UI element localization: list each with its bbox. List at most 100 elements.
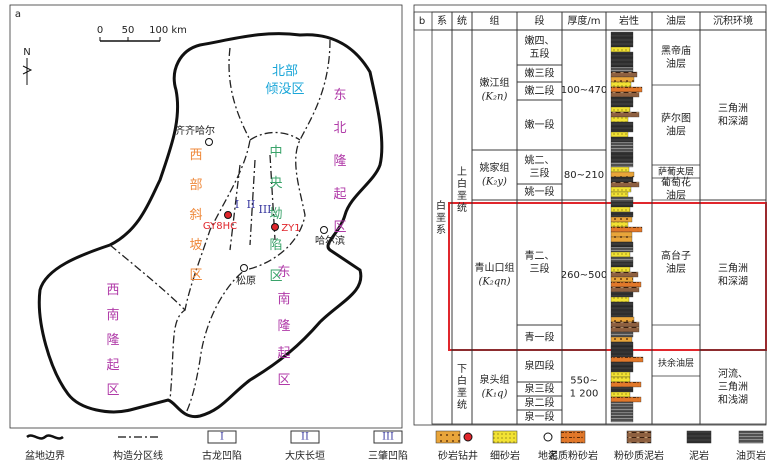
lithology-band bbox=[610, 336, 633, 343]
lithology-band bbox=[610, 271, 639, 278]
unit-label: II bbox=[247, 198, 256, 211]
lithology-band bbox=[610, 136, 634, 143]
lithology-band bbox=[610, 401, 634, 408]
header-cell: 沉积环境 bbox=[713, 14, 753, 27]
unit-label: III bbox=[258, 203, 271, 216]
lithology-band bbox=[610, 106, 631, 113]
lithology-band bbox=[610, 196, 634, 203]
lithology-band bbox=[610, 261, 634, 268]
formation-name: 青山口组 bbox=[475, 261, 515, 274]
lithology-band bbox=[610, 86, 643, 93]
lithology-band bbox=[610, 96, 634, 103]
member-cell: 泉一段 bbox=[525, 410, 555, 423]
lithology-band bbox=[610, 361, 634, 368]
header-cell: 组 bbox=[490, 14, 500, 27]
table-cell bbox=[516, 199, 563, 326]
well-marker bbox=[224, 211, 232, 219]
header-cell: 段 bbox=[535, 14, 545, 27]
legend-label: 地名 bbox=[538, 449, 558, 462]
lithology-band bbox=[610, 386, 634, 393]
legend-swatch bbox=[492, 430, 518, 444]
lithology-band bbox=[610, 256, 634, 263]
legend-swatch bbox=[560, 430, 586, 444]
legend-symbol: II bbox=[301, 432, 309, 443]
lithology-band bbox=[610, 356, 644, 363]
lithology-band bbox=[610, 306, 634, 313]
legend-label: 油页岩 bbox=[736, 449, 766, 462]
formation-name: 泉头组 bbox=[480, 373, 510, 386]
oil-layer-cell: 高台子油层 bbox=[661, 249, 691, 275]
lithology-band bbox=[610, 141, 634, 148]
legend-symbol: I bbox=[220, 432, 224, 443]
lithology-band bbox=[610, 91, 640, 98]
table-cell bbox=[471, 149, 518, 201]
legend-label: 粉砂质泥岩 bbox=[614, 449, 664, 462]
legend-label: 泥质粉砂岩 bbox=[548, 449, 598, 462]
thickness-cell: 100~470 bbox=[561, 85, 608, 96]
environment-cell: 三角洲和深湖 bbox=[718, 263, 748, 288]
series-cell: 下白垩统 bbox=[457, 364, 467, 411]
lithology-band bbox=[610, 286, 640, 293]
lithology-band bbox=[610, 206, 631, 213]
lithology-band bbox=[610, 121, 634, 128]
lithology-band bbox=[610, 391, 631, 398]
place-marker bbox=[320, 226, 328, 234]
legend-label: 三肇凹陷 bbox=[368, 449, 408, 462]
scale-label: 50 bbox=[122, 25, 135, 36]
lithology-band bbox=[610, 181, 640, 188]
panel-label: b bbox=[419, 16, 425, 27]
header-cell: 岩性 bbox=[619, 14, 639, 27]
table-cell bbox=[561, 349, 607, 425]
lithology-band bbox=[610, 186, 632, 193]
lithology-band bbox=[610, 341, 634, 348]
place-marker bbox=[205, 138, 213, 146]
legend-label: 盆地边界 bbox=[25, 449, 65, 462]
panel-label: a bbox=[15, 9, 21, 20]
region-label: 北部倾没区 bbox=[265, 64, 304, 97]
lithology-band bbox=[610, 61, 634, 68]
region-label: 东北隆起区 bbox=[333, 88, 346, 235]
place-label: 松原 bbox=[236, 274, 256, 287]
well-label: ZY1 bbox=[281, 223, 300, 234]
environment-cell: 三角洲和深湖 bbox=[718, 103, 748, 128]
thickness-cell: 550~ 1 200 bbox=[570, 376, 599, 400]
legend-swatch bbox=[738, 430, 764, 444]
formation-code: (K₂y) bbox=[482, 177, 507, 188]
lithology-band bbox=[610, 366, 634, 373]
lithology-band bbox=[610, 296, 630, 303]
legend-swatch bbox=[463, 432, 473, 442]
header-cell: 厚度/m bbox=[567, 14, 600, 27]
lithology-band bbox=[610, 371, 631, 378]
legend-swatch bbox=[290, 430, 320, 444]
table-cell bbox=[699, 349, 767, 425]
lithology-band bbox=[610, 66, 634, 73]
legend-label: 钻井 bbox=[458, 449, 478, 462]
oil-layer-cell: 萨葡夹层 bbox=[658, 165, 694, 177]
lithology-band bbox=[610, 311, 634, 318]
table-cell bbox=[699, 29, 767, 201]
table-cell bbox=[471, 349, 518, 425]
lithology-band bbox=[610, 76, 635, 83]
region-label: 东南隆起区 bbox=[277, 265, 290, 388]
region-label: 中央坳陷区 bbox=[269, 145, 282, 284]
legend-swatch bbox=[207, 430, 237, 444]
lithology-band bbox=[610, 81, 632, 88]
lithology-band bbox=[610, 236, 633, 243]
member-cell: 泉四段 bbox=[525, 359, 555, 372]
table-cell bbox=[451, 29, 473, 351]
member-cell: 姚二、三段 bbox=[525, 154, 555, 180]
legend-label: 砂岩 bbox=[438, 449, 458, 462]
table-cell bbox=[605, 29, 653, 425]
legend-symbol: III bbox=[382, 432, 394, 443]
legend-label: 泥岩 bbox=[689, 449, 709, 462]
lithology-band bbox=[610, 46, 631, 53]
lithology-band bbox=[610, 191, 629, 198]
legend-swatch bbox=[543, 432, 553, 442]
table-cell bbox=[471, 199, 518, 351]
lithology-band bbox=[610, 31, 634, 38]
legend-label: 构造分区线 bbox=[113, 449, 163, 462]
lithology-band bbox=[610, 71, 638, 78]
lithology-band bbox=[610, 266, 631, 273]
lithology-band bbox=[610, 216, 633, 223]
member-cell: 青二、三段 bbox=[525, 249, 555, 275]
